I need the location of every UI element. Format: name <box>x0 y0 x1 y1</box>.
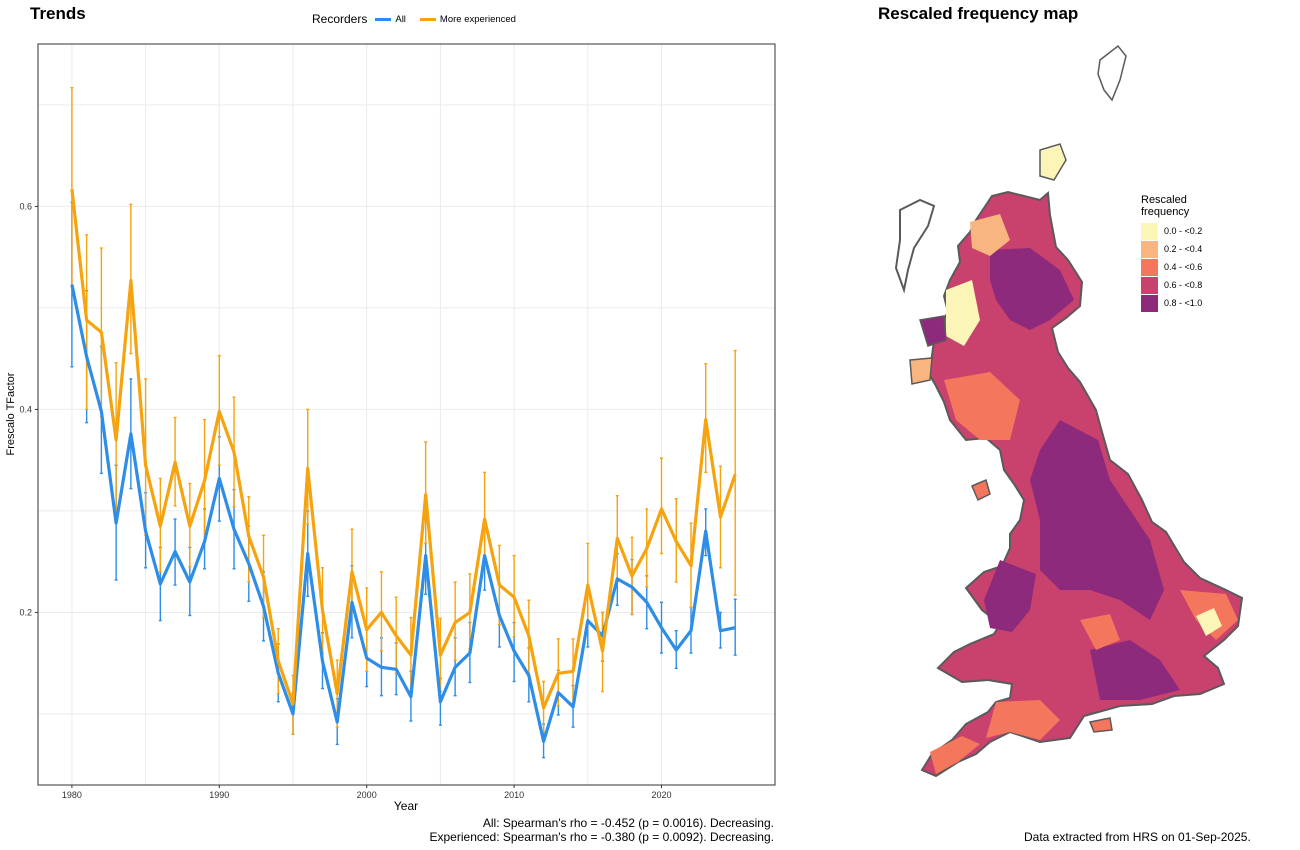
map-region-highlands <box>970 214 1010 256</box>
x-axis-label: Year <box>394 799 418 813</box>
map-region-south <box>1090 640 1180 700</box>
legend-item-label: 0.6 - <0.8 <box>1164 280 1203 290</box>
legend-key-all <box>375 17 392 21</box>
series-lines <box>70 189 737 744</box>
map-legend-title-line2: frequency <box>1141 206 1190 218</box>
map-region-core <box>1030 420 1164 620</box>
stat-experienced: Experienced: Spearman's rho = -0.380 (p … <box>429 830 775 844</box>
map-legend-item: 0.0 - <0.2 <box>1141 222 1221 240</box>
map-orkney <box>1039 143 1067 181</box>
legend-item-label: 0.0 - <0.2 <box>1164 226 1203 236</box>
map-iow <box>1088 717 1113 733</box>
legend-label-experienced: More experienced <box>439 13 516 25</box>
map-region-scot-west <box>946 280 980 346</box>
x-tick-label: 1980 <box>62 790 82 800</box>
map-legend-item: 0.2 - <0.4 <box>1141 240 1221 258</box>
map-anglesey <box>971 478 991 502</box>
map-region-wales <box>984 560 1036 632</box>
legend-title: Recorders <box>312 12 368 26</box>
map-legend-title: Rescaled frequency <box>1141 194 1221 218</box>
y-axis-label: Frescalo TFactor <box>5 372 17 455</box>
trend-chart: 1980 1990 2000 2010 2020 0.2 0.4 0.6 Year Fresc… <box>5 43 776 813</box>
legend-item-label: 0.8 - <1.0 <box>1164 298 1203 308</box>
trends-title: Trends <box>30 4 86 23</box>
x-tick-label: 1990 <box>209 790 229 800</box>
legend-swatch <box>1141 222 1158 240</box>
series-experienced <box>70 189 737 710</box>
map-outer-hebrides <box>894 198 936 294</box>
map-legend: Rescaled frequency 0.0 - <0.2 0.2 - <0.4… <box>1141 194 1221 312</box>
map-title: Rescaled frequency map <box>878 4 1079 23</box>
legend-item-label: 0.2 - <0.4 <box>1164 244 1203 254</box>
chart-axes: 1980 1990 2000 2010 2020 0.2 0.4 0.6 <box>19 201 671 800</box>
legend-swatch <box>1141 294 1158 312</box>
map-legend-item: 0.8 - <1.0 <box>1141 294 1221 312</box>
map-legend-item: 0.4 - <0.6 <box>1141 258 1221 276</box>
map-legend-item: 0.6 - <0.8 <box>1141 276 1221 294</box>
errorbars-experienced <box>70 86 737 735</box>
y-tick-label: 0.6 <box>19 201 32 211</box>
plot-border <box>37 43 776 786</box>
map-region-southwest <box>986 700 1060 740</box>
frequency-map <box>894 44 1244 778</box>
legend-key-experienced <box>419 17 436 21</box>
series-line <box>70 284 736 744</box>
map-region-north <box>990 248 1074 330</box>
stat-all: All: Spearman's rho = -0.452 (p = 0.0016… <box>482 816 774 830</box>
legend-swatch <box>1141 258 1158 276</box>
y-tick-label: 0.2 <box>19 607 32 617</box>
map-mull <box>909 357 933 385</box>
series-all <box>70 284 736 744</box>
legend-swatch <box>1141 240 1158 258</box>
legend-item-label: 0.4 - <0.6 <box>1164 262 1203 272</box>
map-shetland <box>1097 44 1127 102</box>
map-skye <box>919 315 947 347</box>
x-tick-label: 2000 <box>357 790 377 800</box>
map-legend-title-line1: Rescaled <box>1141 194 1187 206</box>
legend-label-all: All <box>395 13 406 25</box>
map-region-scot-mid <box>944 372 1020 440</box>
data-source-note: Data extracted from HRS on 01-Sep-2025. <box>1024 830 1251 844</box>
series-line <box>70 189 737 710</box>
y-tick-label: 0.4 <box>19 404 32 414</box>
legend-swatch <box>1141 276 1158 294</box>
chart-grid <box>38 44 775 785</box>
chart-legend: Recorders All More experienced <box>312 12 528 26</box>
error-bars <box>70 86 737 759</box>
map-region-midlands <box>1080 614 1120 650</box>
map-region-cornwall <box>930 736 980 774</box>
x-tick-label: 2020 <box>651 790 671 800</box>
map-region-norfolk <box>1196 608 1222 636</box>
x-tick-label: 2010 <box>504 790 524 800</box>
